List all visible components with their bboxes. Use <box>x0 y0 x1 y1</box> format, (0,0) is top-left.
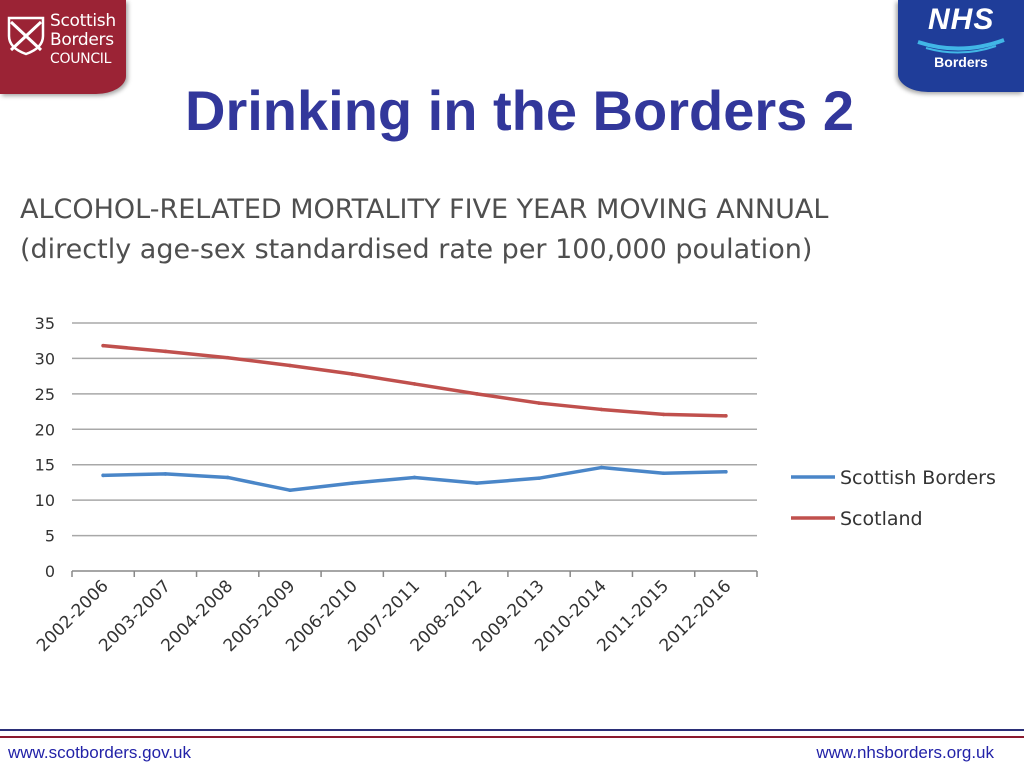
y-tick-label: 5 <box>45 527 55 546</box>
data-point <box>412 475 417 480</box>
scotborders-link[interactable]: www.scotborders.gov.uk <box>8 743 191 762</box>
y-tick-label: 0 <box>45 562 55 581</box>
data-point <box>661 471 666 476</box>
footer-divider-red <box>0 736 1024 738</box>
legend-label-0: Scottish Borders <box>840 467 996 489</box>
data-point <box>661 412 666 417</box>
data-point <box>599 465 604 470</box>
data-point <box>350 481 355 485</box>
logo-text-line1: Scottish <box>50 11 116 31</box>
crest-icon <box>7 16 45 56</box>
data-point <box>101 473 105 478</box>
footer-divider-blue <box>0 729 1024 731</box>
data-point <box>599 407 604 412</box>
data-point <box>350 372 355 376</box>
chart-subtitle: (directly age-sex standardised rate per … <box>20 234 813 265</box>
data-point <box>163 472 168 476</box>
nhs-logo-text: NHS <box>928 3 995 36</box>
data-point <box>288 363 292 368</box>
nhs-borders-logo: NHS Borders <box>898 0 1024 92</box>
chart-title: ALCOHOL-RELATED MORTALITY FIVE YEAR MOVI… <box>20 194 829 225</box>
page-title: Drinking in the Borders 2 <box>185 79 854 142</box>
data-point <box>225 475 230 480</box>
y-tick-label: 35 <box>35 314 55 333</box>
data-point <box>537 476 541 480</box>
y-tick-label: 10 <box>35 491 55 510</box>
series-line-1 <box>101 343 728 418</box>
data-point <box>412 382 417 386</box>
y-tick-label: 30 <box>35 349 55 368</box>
nhsborders-link[interactable]: www.nhsborders.org.uk <box>816 743 994 762</box>
y-tick-label: 25 <box>35 385 55 404</box>
logo-text-line2: Borders <box>50 30 114 50</box>
data-point <box>724 470 728 474</box>
data-point <box>724 414 728 418</box>
logo-text-line3: COUNCIL <box>50 51 112 67</box>
scottish-borders-council-logo: Scottish Borders COUNCIL <box>0 0 126 94</box>
data-point <box>474 481 479 485</box>
data-point <box>163 349 168 354</box>
y-tick-label: 15 <box>35 456 55 475</box>
data-point <box>101 343 105 348</box>
wave-icon <box>917 38 1005 54</box>
y-tick-label: 20 <box>35 420 55 439</box>
data-point <box>537 401 541 405</box>
data-point <box>225 355 230 360</box>
chart-heading: ALCOHOL-RELATED MORTALITY FIVE YEAR MOVI… <box>20 190 828 270</box>
mortality-line-chart: 051015202530352002-20062003-20072004-200… <box>33 314 996 656</box>
nhs-logo-subtext: Borders <box>934 54 988 70</box>
data-point <box>288 488 292 493</box>
legend-label-1: Scotland <box>840 508 923 530</box>
data-point <box>474 392 479 396</box>
